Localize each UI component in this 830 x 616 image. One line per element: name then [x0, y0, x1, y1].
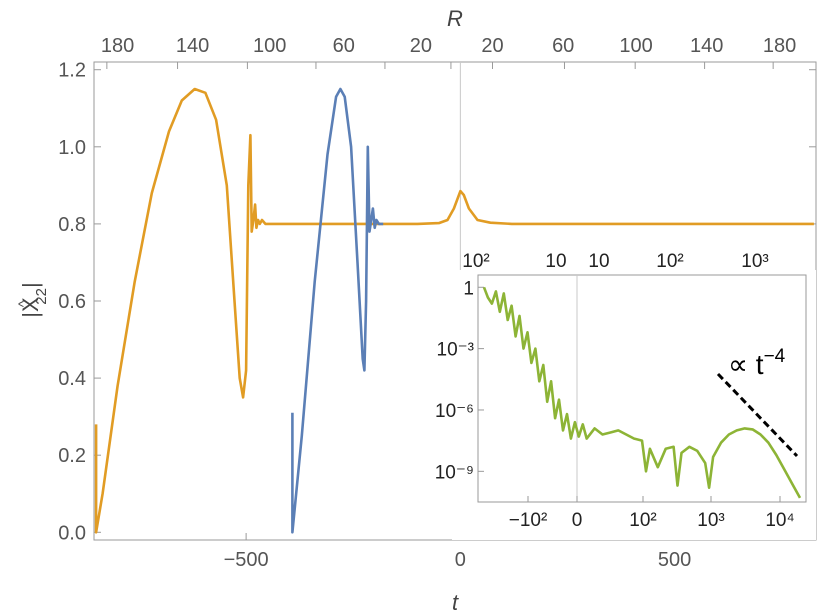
- y-tick-label: 0.2: [58, 445, 86, 467]
- inset-x-tick-label: 10²: [629, 510, 656, 531]
- inset-x-tick-label: −10²: [509, 510, 548, 531]
- power-law-exponent: −4: [764, 346, 786, 367]
- y-tick-label: 0.8: [58, 214, 86, 236]
- series-line-1: [94, 87, 814, 534]
- top-tick-label: 180: [101, 35, 134, 57]
- inset-y-tick-label: 10⁻⁶: [435, 401, 474, 422]
- series-line-2: [291, 87, 384, 534]
- inset-x-tick-label: 10³: [697, 510, 724, 531]
- inset-top-tick-label: 10²: [462, 251, 489, 272]
- y-axis-title: |X^ 22|: [15, 282, 50, 317]
- inset-top-tick-label: 10: [588, 251, 609, 272]
- inset-ticks: 1 10⁻³ 10⁻⁶ 10⁻⁹ −10² 0 10² 10³ 10⁴ 10² 10 10 10² 10³: [435, 251, 795, 531]
- y-axis-title-close: |: [18, 282, 43, 288]
- y-tick-label: 0.4: [58, 368, 86, 390]
- top-axis-title: R: [447, 6, 463, 31]
- x-tick-label: 0: [455, 549, 466, 571]
- top-tick-label: 180: [763, 35, 796, 57]
- svg-text:|X^22|: |X^ 22|: [15, 282, 50, 317]
- y-tick-label: 1.2: [58, 60, 86, 82]
- power-law-annotation: ∝ t−4: [728, 346, 786, 380]
- inset-top-tick-label: 10²: [656, 251, 683, 272]
- inset-top-tick-label: 10³: [741, 251, 768, 272]
- top-tick-label: 20: [410, 35, 432, 57]
- top-tick-label: 140: [176, 35, 209, 57]
- inset-plot-frame: [477, 274, 807, 503]
- x-tick-label: 500: [658, 549, 691, 571]
- top-tick-label: 20: [481, 35, 503, 57]
- x-axis-title: t: [452, 590, 459, 615]
- inset-top-tick-label: 10: [545, 251, 566, 272]
- top-tick-label: 100: [619, 35, 652, 57]
- inset-y-tick-label: 10⁻⁹: [435, 462, 474, 483]
- y-axis-title-hat: ^: [15, 300, 31, 307]
- y-tick-label: 1.0: [58, 137, 86, 159]
- y-axis-title-main: |X: [18, 297, 43, 318]
- main-series: [94, 87, 814, 534]
- inset-x-tick-label: 0: [572, 510, 583, 531]
- y-tick-label: 0.6: [58, 291, 86, 313]
- top-tick-label: 60: [552, 35, 574, 57]
- inset-y-tick-label: 1: [463, 278, 474, 299]
- top-tick-label: 140: [690, 35, 723, 57]
- y-axis-title-sub: 22: [33, 288, 50, 305]
- inset-y-tick-label: 10⁻³: [437, 340, 475, 361]
- y-tick-label: 0.0: [58, 522, 86, 544]
- top-tick-label: 60: [333, 35, 355, 57]
- top-tick-label: 100: [253, 35, 286, 57]
- power-law-reference-line: [716, 372, 799, 458]
- inset-series: [482, 286, 802, 499]
- inset-x-tick-label: 10⁴: [765, 510, 794, 531]
- x-tick-label: −500: [224, 549, 269, 571]
- inset-series-line-1: [482, 286, 802, 499]
